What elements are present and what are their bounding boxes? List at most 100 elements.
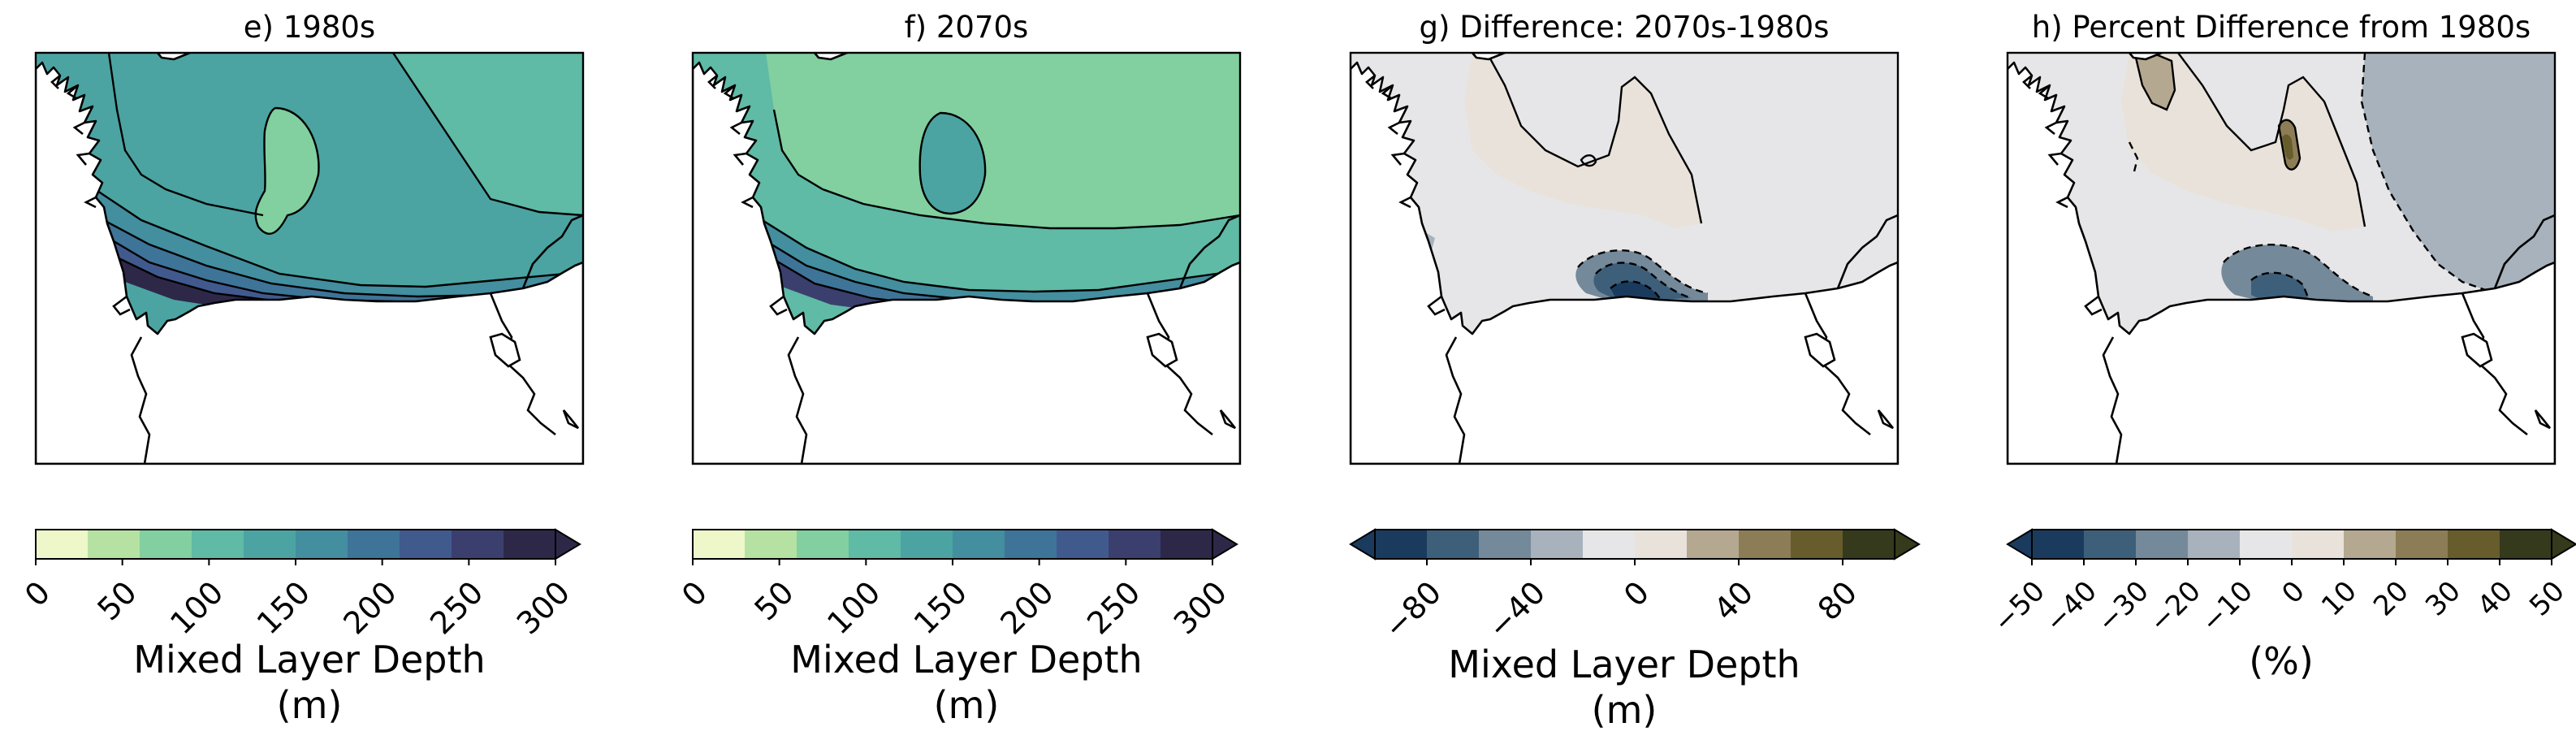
colorbar-segment [2136,530,2189,559]
colorbar-segment [2448,530,2500,559]
contour-line-2 [2177,53,2366,227]
coastline-detail-2 [66,84,79,100]
coastline-detail-6 [112,295,131,316]
contour-line-3 [107,53,264,217]
contour-fill-negative-level-10 [2362,53,2555,296]
contour-line-3 [754,214,1240,293]
contour-line-3 [1577,249,1709,295]
panel-4: h) Percent Difference from 1980s −50−40−3… [1987,10,2576,683]
colorbar-tick-label: 300 [510,574,577,641]
colorbar-tick-label: 80 [1811,574,1864,627]
coastline-detail-5 [84,196,97,209]
contour-fill-negative-level-30 [2251,272,2310,303]
colorbar-tick-label: 0 [18,574,57,613]
contour-line-2 [772,109,1240,230]
colorbar-tick-label: −20 [2143,575,2207,639]
colorbar-extend-min [1349,528,1376,560]
colorbar-tick-label: 10 [2315,575,2363,623]
colorbar-tick-label: 0 [675,574,714,613]
coastline-detail-6 [1427,295,1446,316]
contour-line-1 [918,111,987,215]
coastline-detail-3 [2044,121,2057,136]
colorbar-tick-label: −40 [2039,575,2103,639]
land-mask [2008,53,2555,464]
colorbar-segment [348,530,400,559]
colorbar-extend-max [1212,528,1238,560]
colorbar-segment [1791,530,1843,559]
coastline-detail-2 [723,84,736,100]
coastline-detail-1 [2022,74,2033,89]
coastline-detail-1 [707,74,718,89]
contour-fill-center-level-75-100 [766,53,1240,228]
coastline-detail-11 [489,332,521,368]
contour-line-5 [100,217,583,298]
coastline-detail-5 [741,196,754,209]
colorbar-tick-label: 50 [91,574,144,627]
colorbar-segment [88,530,140,559]
colorbar-label: Mixed Layer Depth [133,638,485,682]
colorbar-segment [901,530,953,559]
colorbar-tick-label: −30 [2091,575,2155,639]
colorbar-tick-label: 20 [2367,575,2415,623]
coastline-detail-7 [787,336,808,464]
panel-1: e) 1980s 0 50 100 150 200 250 300 Mixed Layer De… [18,10,585,727]
coastline-detail-11 [1146,332,1178,368]
colorbar-tick-label: 100 [820,574,887,641]
coastline-detail-10 [562,409,580,430]
coastline-detail-8 [1804,292,1871,436]
colorbar-segment [296,530,348,559]
contour-line-6 [2250,271,2311,302]
map-frame [2006,51,2557,465]
colorbar-label: Mixed Layer Depth [1448,643,1800,686]
coastline-detail-8 [1146,292,1213,436]
contour-line-2 [392,53,583,217]
contour-fill-positive-level-40 [2282,134,2293,160]
colorbar-segment [36,530,89,559]
coastline-detail-10 [1877,409,1895,430]
colorbar-segment [1005,530,1057,559]
colorbar-extend-max [1894,528,1921,560]
colorbar-label: (m) [1592,688,1658,732]
coastline-detail-4 [1390,152,1405,166]
colorbar-segment [2396,530,2448,559]
colorbar-tick-label: 250 [1080,574,1147,641]
coastline-detail-10 [1219,409,1237,430]
colorbar-segment [745,530,797,559]
colorbar-segment [2292,530,2345,559]
colorbar-segment [1375,530,1428,559]
colorbar-segment [1687,530,1740,559]
colorbar-segment [1739,530,1792,559]
map-frame [691,51,1242,465]
colorbar-extend-max [2551,528,2576,560]
coastline-detail-3 [1387,121,1400,136]
coastline-detail-7 [130,336,151,464]
colorbar-segment [1635,530,1688,559]
colorbar-segment [192,530,244,559]
coastline-detail-1 [50,74,61,89]
colorbar-tick-label: 50 [2523,575,2571,623]
colorbar-segment [140,530,192,559]
contour-fill-center-level-75-100 [255,108,319,234]
colorbar-tick-label: 30 [2419,575,2467,623]
colorbar-label: (m) [277,683,343,727]
colorbar-tick-label: 300 [1167,574,1234,641]
coastline-detail-7 [2102,336,2123,464]
coastline-detail-4 [733,152,747,166]
contour-fill-shelf-level-250-300 [771,257,1066,318]
coastline-detail-4 [2047,152,2062,166]
colorbar-segment [452,530,504,559]
coastline-detail-1 [1365,74,1376,89]
panel-2: f) 2070s 0 50 100 150 200 250 300 Mixed Layer De… [675,10,1242,727]
map-frame [1349,51,1900,465]
coastline-detail-3 [72,121,85,136]
colorbar-tick-label: 100 [163,574,230,641]
coastline-detail-6 [2084,295,2103,316]
contour-line-7 [2128,141,2139,172]
coastline-detail-3 [729,121,742,136]
panel-title: f) 2070s [905,10,1029,45]
colorbar-tick-label: 200 [993,574,1060,641]
colorbar-segment [1843,530,1895,559]
contour-line-4 [1595,262,1692,300]
colorbar-segment [2240,530,2293,559]
